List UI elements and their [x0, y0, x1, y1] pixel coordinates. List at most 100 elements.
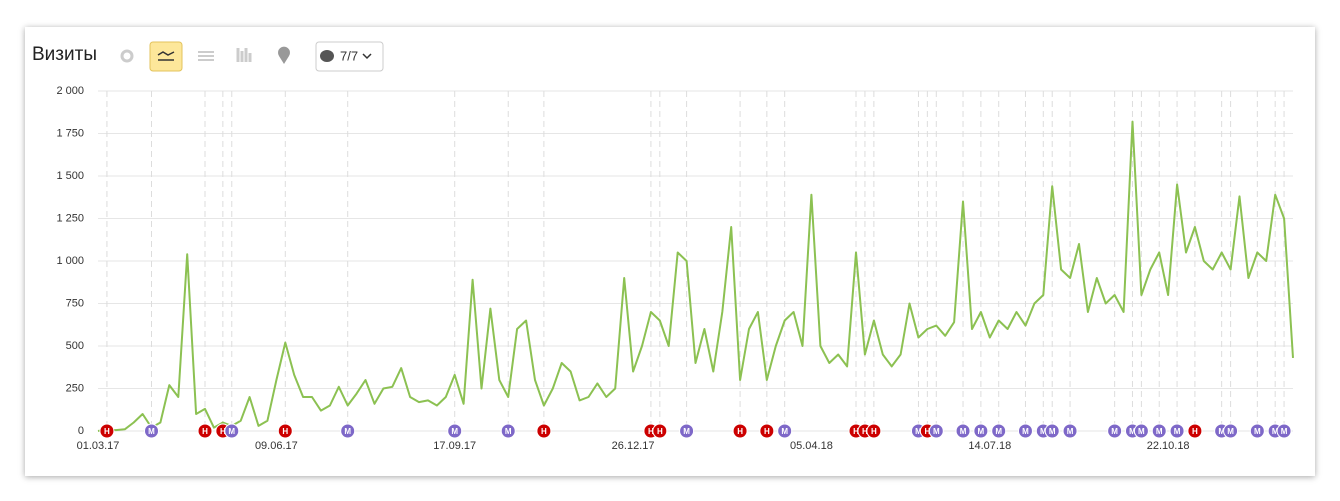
- event-marker[interactable]: М: [1017, 423, 1033, 439]
- event-marker[interactable]: М: [973, 423, 989, 439]
- x-tick-label: 14.07.18: [968, 440, 1011, 452]
- event-marker[interactable]: М: [777, 423, 793, 439]
- event-label: М: [344, 427, 351, 436]
- event-label: М: [915, 427, 922, 436]
- chart-card: [25, 27, 1315, 476]
- x-tick-label: 17.09.17: [433, 440, 476, 452]
- event-marker[interactable]: М: [991, 423, 1007, 439]
- event-marker[interactable]: Н: [652, 423, 668, 439]
- event-label: Н: [282, 427, 288, 436]
- event-marker[interactable]: М: [1223, 423, 1239, 439]
- event-label: М: [933, 427, 940, 436]
- event-bubble: [866, 423, 882, 439]
- event-label: М: [1254, 427, 1261, 436]
- map-icon[interactable]: [278, 46, 290, 64]
- event-label: Н: [1192, 427, 1198, 436]
- event-bubble: [1107, 423, 1123, 439]
- event-marker[interactable]: М: [500, 423, 516, 439]
- event-marker[interactable]: Н: [759, 423, 775, 439]
- event-marker[interactable]: М: [224, 423, 240, 439]
- y-tick-label: 1 500: [56, 170, 84, 182]
- event-marker[interactable]: М: [1169, 423, 1185, 439]
- event-label: Н: [202, 427, 208, 436]
- event-label: М: [505, 427, 512, 436]
- event-bubble: [1017, 423, 1033, 439]
- event-bubble: [99, 423, 115, 439]
- event-marker[interactable]: М: [1249, 423, 1265, 439]
- event-label: Н: [764, 427, 770, 436]
- y-tick-label: 1 000: [56, 255, 84, 267]
- event-marker[interactable]: М: [1062, 423, 1078, 439]
- event-label: Н: [220, 427, 226, 436]
- event-marker[interactable]: М: [679, 423, 695, 439]
- x-tick-label: 22.10.18: [1147, 440, 1190, 452]
- event-label: М: [1022, 427, 1029, 436]
- event-bubble: [1133, 423, 1149, 439]
- event-bubble: [1062, 423, 1078, 439]
- event-bubble: [340, 423, 356, 439]
- event-label: М: [1281, 427, 1288, 436]
- event-bubble: [447, 423, 463, 439]
- event-marker[interactable]: М: [955, 423, 971, 439]
- event-label: М: [1218, 427, 1225, 436]
- event-label: Н: [853, 427, 859, 436]
- y-tick-label: 250: [66, 382, 84, 394]
- event-marker[interactable]: М: [928, 423, 944, 439]
- bar-icon: [236, 48, 252, 62]
- event-bubble: [777, 423, 793, 439]
- event-label: М: [1040, 427, 1047, 436]
- y-tick-label: 0: [78, 425, 84, 437]
- event-bubble: [277, 423, 293, 439]
- event-bubble: [759, 423, 775, 439]
- event-label: Н: [648, 427, 654, 436]
- chevron: [362, 53, 372, 60]
- event-bubble: [1169, 423, 1185, 439]
- line-button[interactable]: [149, 41, 183, 72]
- event-bubble: [1249, 423, 1265, 439]
- y-tick-label: 750: [66, 297, 84, 309]
- event-label: М: [451, 427, 458, 436]
- annotation-filter[interactable]: [315, 41, 384, 72]
- event-marker[interactable]: Н: [277, 423, 293, 439]
- event-bubble: [652, 423, 668, 439]
- event-bubble: [197, 423, 213, 439]
- event-marker[interactable]: М: [1151, 423, 1167, 439]
- event-bubble: [991, 423, 1007, 439]
- pie-button[interactable]: [111, 42, 143, 71]
- event-label: М: [995, 427, 1002, 436]
- event-label: М: [1111, 427, 1118, 436]
- chart-title: Визиты: [32, 44, 97, 65]
- event-marker[interactable]: М: [1133, 423, 1149, 439]
- event-marker[interactable]: Н: [197, 423, 213, 439]
- event-bubble: [144, 423, 160, 439]
- y-tick-label: 1 250: [56, 212, 84, 224]
- event-label: Н: [862, 427, 868, 436]
- event-bubble: [1187, 423, 1203, 439]
- event-label: М: [1227, 427, 1234, 436]
- event-bubble: [536, 423, 552, 439]
- event-marker[interactable]: Н: [1187, 423, 1203, 439]
- filter-label: 7/7: [340, 48, 358, 63]
- event-label: М: [978, 427, 985, 436]
- event-label: Н: [871, 427, 877, 436]
- event-label: М: [1067, 427, 1074, 436]
- event-label: Н: [657, 427, 663, 436]
- event-marker[interactable]: М: [340, 423, 356, 439]
- y-tick-label: 2 000: [56, 85, 84, 97]
- event-marker[interactable]: Н: [536, 423, 552, 439]
- event-marker[interactable]: М: [1044, 423, 1060, 439]
- event-marker[interactable]: Н: [866, 423, 882, 439]
- event-marker[interactable]: М: [1276, 423, 1292, 439]
- x-tick-label: 01.03.17: [77, 440, 120, 452]
- event-marker[interactable]: М: [1107, 423, 1123, 439]
- event-label: М: [960, 427, 967, 436]
- event-marker[interactable]: М: [447, 423, 463, 439]
- event-marker[interactable]: Н: [732, 423, 748, 439]
- event-marker[interactable]: М: [144, 423, 160, 439]
- x-tick-label: 05.04.18: [790, 440, 833, 452]
- event-marker[interactable]: Н: [99, 423, 115, 439]
- toolbar: 7/7: [111, 41, 384, 72]
- event-bubble: [732, 423, 748, 439]
- event-label: М: [1049, 427, 1056, 436]
